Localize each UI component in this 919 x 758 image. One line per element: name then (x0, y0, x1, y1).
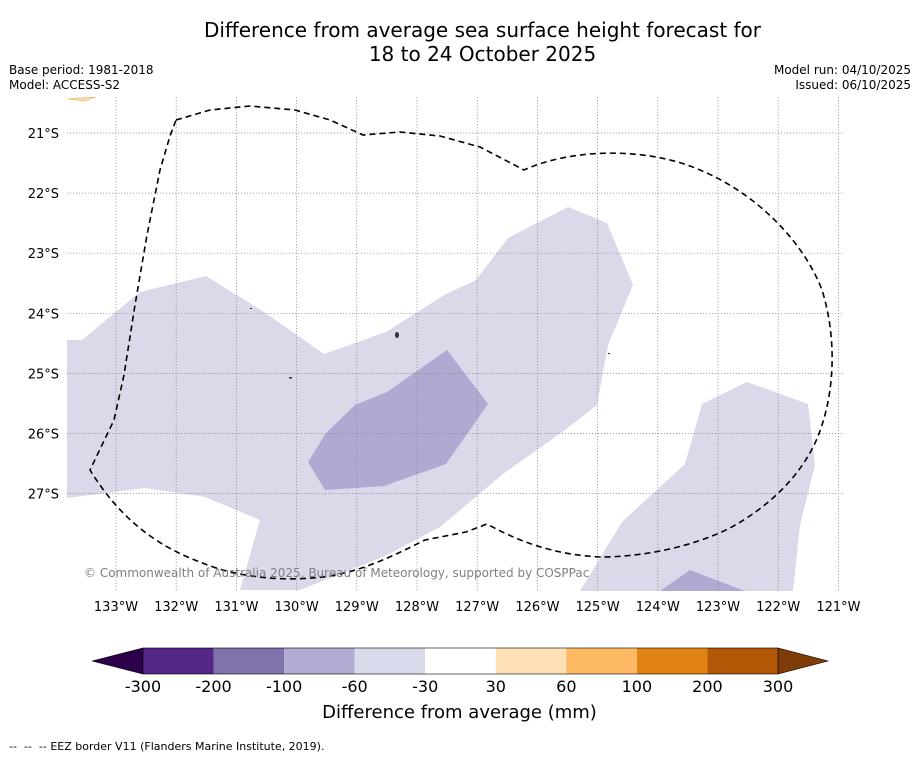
colorbar-bin (707, 648, 778, 674)
colorbar-tick-label: 60 (556, 677, 576, 696)
copyright-notice: © Commonwealth of Australia 2025, Bureau… (84, 566, 589, 580)
colorbar-bin (284, 648, 355, 674)
longitude-label: 129°W (335, 600, 379, 615)
model-run: Model run: 04/10/2025 (773, 63, 911, 77)
longitude-label: 121°W (816, 600, 860, 615)
latitude-label: 24°S (28, 307, 59, 322)
latitude-label: 21°S (28, 127, 59, 142)
latitude-label: 23°S (28, 247, 59, 262)
chart-title: Difference from average sea surface heig… (0, 18, 919, 66)
island-markers (250, 308, 610, 379)
colorbar-frame (142, 647, 779, 675)
anomaly-region-light-west (67, 207, 633, 590)
longitude-label: 127°W (455, 600, 499, 615)
anomaly-region-positive-sliver (67, 97, 97, 102)
longitude-label: 122°W (756, 600, 800, 615)
colorbar-under-arrow (91, 647, 144, 675)
footer-legend: -- -- -- EEZ border V11 (Flanders Marine… (9, 740, 324, 753)
colorbar-over-arrow (777, 647, 830, 675)
longitude-label: 123°W (696, 600, 740, 615)
meta-left: Base period: 1981-2018 Model: ACCESS-S2 (9, 63, 154, 93)
longitude-label: 125°W (576, 600, 620, 615)
anomaly-region-light-east (580, 382, 815, 591)
longitude-labels: 133°W 132°W 131°W 130°W 129°W 128°W 127°W 126°W… (94, 600, 861, 615)
forecast-map: 21°S22°S23°S24°S25°S26°S27°S 133°W 132°W 1… (28, 97, 861, 696)
colorbar-tick-label: 30 (486, 677, 506, 696)
eez-legend-text: EEZ border V11 (Flanders Marine Institut… (50, 740, 325, 753)
colorbar: -300 -200 -100 -60 -30 30 60 100 200 300 (91, 647, 830, 696)
island-marker (608, 353, 610, 354)
meta-right: Model run: 04/10/2025 Issued: 06/10/2025 (774, 63, 911, 93)
colorbar-tick-label: -30 (412, 677, 438, 696)
colorbar-bin (425, 648, 496, 674)
longitude-label: 124°W (636, 600, 680, 615)
colorbar-bin (495, 648, 567, 674)
latitude-label: 25°S (28, 367, 59, 382)
latitude-label: 22°S (28, 187, 59, 202)
colorbar-tick-label: -200 (195, 677, 231, 696)
colorbar-tick-label: 100 (622, 677, 653, 696)
eez-legend-symbol: -- -- -- (9, 740, 47, 753)
colorbar-tick-label: 300 (763, 677, 794, 696)
longitude-label: 128°W (395, 600, 439, 615)
longitude-label: 126°W (515, 600, 559, 615)
eez-border (89, 105, 833, 580)
anomaly-region-medium-south (660, 570, 745, 591)
anomaly-fields (67, 97, 815, 591)
latitude-label: 27°S (28, 488, 59, 503)
longitude-label: 133°W (94, 600, 138, 615)
island-marker (250, 308, 252, 309)
model-name: Model: ACCESS-S2 (9, 78, 121, 92)
colorbar-bin (143, 648, 214, 674)
colorbar-title: Difference from average (mm) (322, 702, 597, 723)
colorbar-tick-label: -300 (125, 677, 161, 696)
title-line-1: Difference from average sea surface heig… (203, 18, 762, 42)
longitude-label: 130°W (275, 600, 319, 615)
issued-date: Issued: 06/10/2025 (795, 78, 911, 92)
colorbar-tick-label: -60 (342, 677, 368, 696)
colorbar-tick-label: 200 (692, 677, 723, 696)
longitude-label: 132°W (154, 600, 198, 615)
colorbar-bin (354, 648, 426, 674)
island-marker (289, 377, 292, 379)
colorbar-bin (636, 648, 708, 674)
colorbar-tick-label: -100 (266, 677, 302, 696)
anomaly-region-medium-center (308, 350, 488, 490)
latitude-label: 26°S (28, 428, 59, 443)
colorbar-bin (566, 648, 637, 674)
title-line-2: 18 to 24 October 2025 (368, 42, 597, 66)
colorbar-bin (213, 648, 285, 674)
longitude-label: 131°W (214, 600, 258, 615)
gridlines (67, 97, 843, 591)
latitude-labels: 21°S 22°S 23°S 24°S 25°S 26°S 27°S (28, 127, 59, 503)
base-period: Base period: 1981-2018 (9, 63, 154, 77)
island-marker (395, 332, 399, 338)
